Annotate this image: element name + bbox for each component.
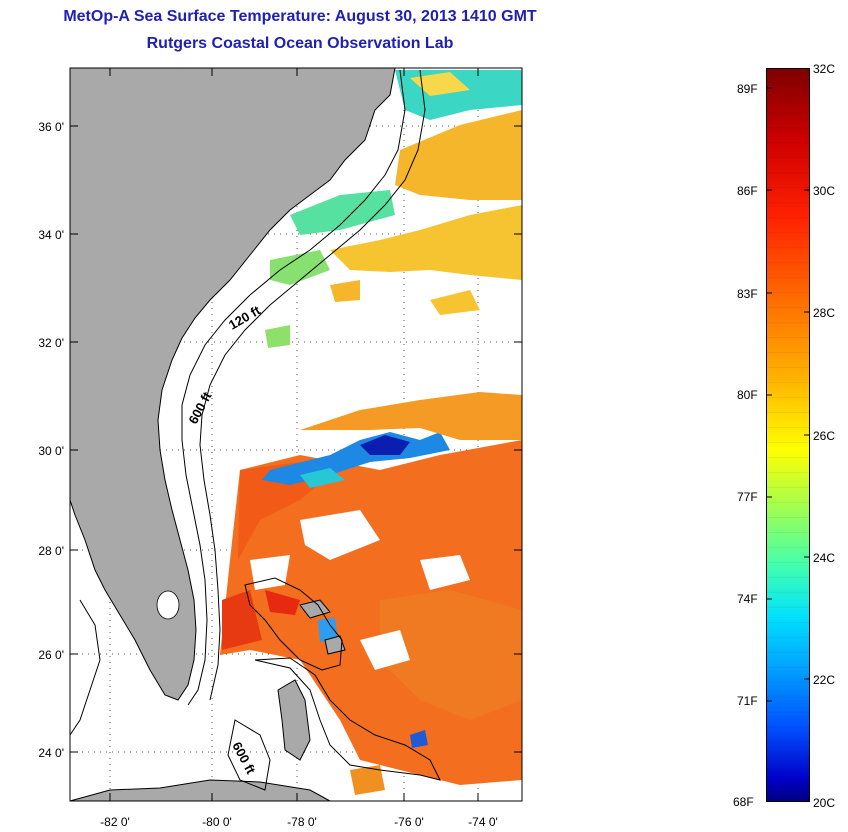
- lat-label-24: 24 0': [38, 746, 64, 760]
- colorbar-f-label-71: 71F: [737, 694, 758, 708]
- colorbar-c-label-20: 20C: [813, 796, 836, 810]
- colorbar-c-label-32: 32C: [813, 62, 836, 76]
- land-mainland: [69, 67, 396, 701]
- colorbar-c-label-26: 26C: [813, 429, 836, 443]
- colorbar-c-label-30: 30C: [813, 184, 836, 198]
- lat-label-26: 26 0': [38, 648, 64, 662]
- map-title: MetOp-A Sea Surface Temperature: August …: [63, 8, 537, 25]
- map-frame: [69, 67, 523, 802]
- lat-label-28: 28 0': [38, 544, 64, 558]
- colorbar-c-label-24: 24C: [813, 551, 836, 565]
- axis-ticks: [70, 68, 522, 801]
- lat-label-30: 30 0': [38, 444, 64, 458]
- lon-label-80: -80 0': [202, 815, 232, 829]
- lon-label-78: -78 0': [287, 815, 317, 829]
- colorbar-f-label-89: 89F: [737, 82, 758, 96]
- lon-label-74: -74 0': [468, 815, 498, 829]
- land-andros: [277, 679, 311, 761]
- temperature-colorbar: [766, 68, 810, 802]
- colorbar-f-label-74: 74F: [737, 592, 758, 606]
- map-subtitle: Rutgers Coastal Ocean Observation Lab: [146, 35, 454, 52]
- lon-label-76: -76 0': [394, 815, 424, 829]
- lat-label-34: 34 0': [38, 228, 64, 242]
- colorbar-f-label-86: 86F: [737, 184, 758, 198]
- bathymetry-contours: [69, 69, 441, 791]
- lat-label-32: 32 0': [38, 336, 64, 350]
- colorbar-f-label-80: 80F: [737, 388, 758, 402]
- colorbar-f-label-77: 77F: [737, 490, 758, 504]
- land-cuba: [69, 779, 331, 802]
- colorbar-c-label-22: 22C: [813, 673, 836, 687]
- lake-okeechobee: [156, 590, 180, 620]
- lat-label-36: 36 0': [38, 120, 64, 134]
- colorbar-f-label-68: 68F: [733, 795, 754, 809]
- lon-label-82: -82 0': [100, 815, 130, 829]
- land-abaco: [324, 635, 346, 655]
- colorbar-ticks: [766, 68, 810, 802]
- sst-data-layer: [220, 70, 522, 795]
- colorbar-f-label-83: 83F: [737, 287, 758, 301]
- colorbar-c-label-28: 28C: [813, 306, 836, 320]
